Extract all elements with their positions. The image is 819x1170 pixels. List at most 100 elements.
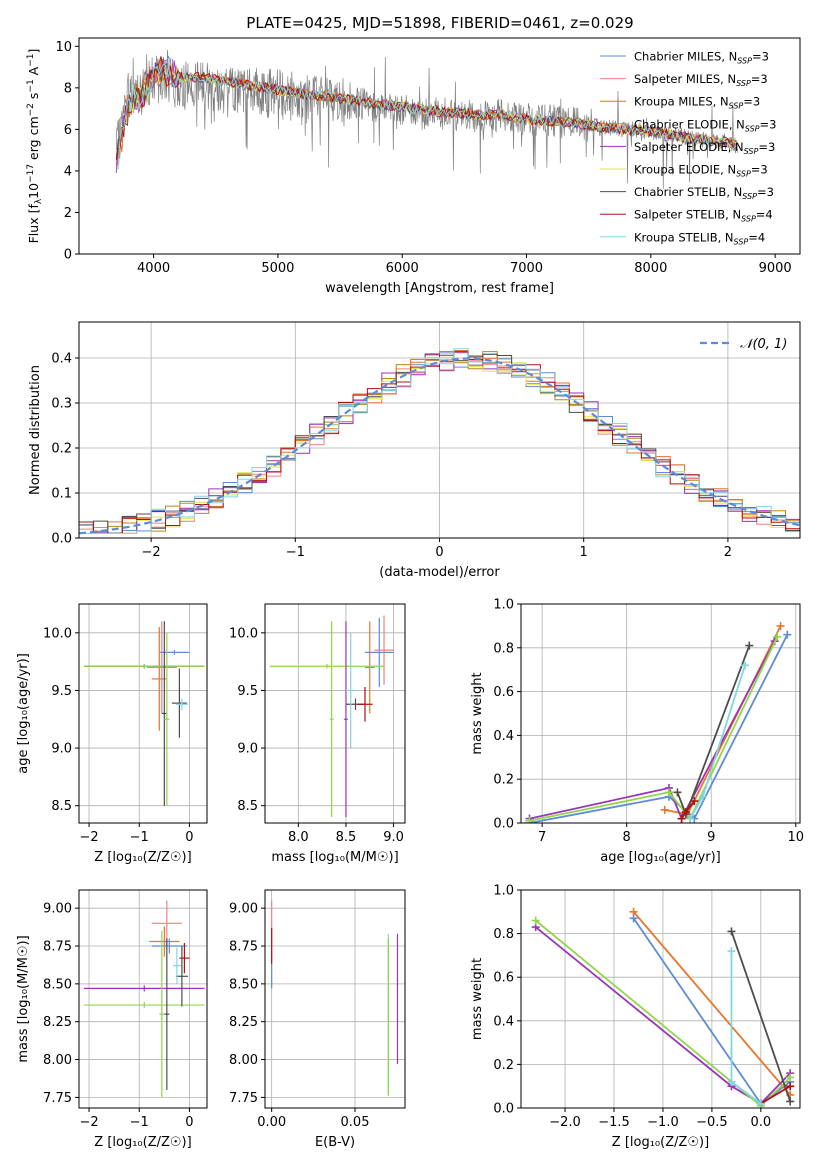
spectrum-frame: [78, 37, 801, 255]
weight-point-marker: [698, 792, 707, 801]
weight-point-marker: [525, 816, 534, 823]
errorbar-point: [84, 985, 205, 992]
y-tick-label: 0.0: [51, 532, 72, 547]
x-tick-label: 6000: [386, 261, 419, 276]
x-tick-label: 8: [623, 830, 631, 845]
spectrum-legend: Chabrier MILES, NSSP=3 Salpeter MILES, NS…: [600, 50, 776, 246]
weight-series-line: [664, 625, 782, 816]
weight-point-marker: [786, 1097, 795, 1106]
weight-point-marker: [664, 788, 673, 797]
weight-point-marker: [629, 907, 638, 916]
weight-point-marker: [686, 814, 695, 823]
y-tick-label: 0: [64, 248, 72, 263]
histogram-step-line: [79, 348, 800, 534]
weight_vs_Z-data: [531, 907, 795, 1108]
y-tick-label: 0.8: [493, 641, 514, 656]
errorbar-point: [374, 615, 394, 685]
y-tick-label: 10: [55, 40, 72, 55]
weight_vs_Z-ylabel: mass weight: [470, 958, 485, 1040]
weight_vs_Z-frame: [520, 889, 801, 1109]
weight_vs_age-data: [525, 621, 792, 823]
x-tick-label: 5000: [261, 261, 294, 276]
figure-title: PLATE=0425, MJD=51898, FIBERID=0461, z=0…: [246, 14, 633, 32]
x-tick-label: −1: [286, 545, 305, 560]
legend-label: Chabrier MILES, NSSP=3: [634, 50, 769, 66]
legend-label: Kroupa MILES, NSSP=3: [634, 95, 760, 111]
weight-point-marker: [677, 814, 686, 823]
weight-series-line: [529, 640, 776, 821]
mass_vs_EBV-panel: 0.00 0.05 7.75 8.00 8.25 8.50 8.75 9.00 E(B-V): [229, 889, 406, 1150]
y-tick-label: 9.00: [229, 902, 258, 917]
y-tick-label: 8.75: [229, 940, 258, 955]
x-tick-label: −1.0: [647, 1115, 679, 1130]
x-tick-label: 2: [724, 545, 732, 560]
y-tick-label: 8.00: [43, 1053, 72, 1068]
histogram-step-line: [79, 356, 800, 534]
x-tick-label: 9000: [759, 261, 792, 276]
weight_vs_Z-gridlines: [521, 889, 800, 1109]
legend-label: Salpeter MILES, NSSP=3: [634, 72, 768, 88]
residuals-data: [79, 348, 800, 535]
model-spectrum-line: [115, 56, 738, 161]
y-tick-label: 0.4: [51, 352, 72, 367]
errorbar-point: [357, 686, 373, 722]
legend-label: Kroupa STELIB, NSSP=4: [634, 230, 765, 246]
weight_vs_age-frame: [520, 603, 801, 824]
weight-point-marker: [741, 661, 750, 670]
mass_vs_Z-gridlines: [79, 890, 207, 1108]
legend-label: Chabrier STELIB, NSSP=3: [634, 185, 774, 201]
age_vs_mass-data: [269, 615, 394, 818]
x-tick-label: −2: [79, 1115, 98, 1130]
legend-label: Salpeter STELIB, NSSP=4: [634, 208, 773, 224]
mass_vs_Z-data: [84, 900, 205, 1098]
y-tick-label: 0.8: [493, 927, 514, 942]
y-tick-label: 1.0: [493, 598, 514, 613]
x-tick-label: 8000: [634, 261, 667, 276]
age_vs_Z-ylabel: age [log₁₀(age/yr)]: [16, 653, 31, 774]
age_vs_mass-panel: 8.0 8.5 9.0 8.5 9.0 9.5 10.0 mass [log₁₀(M/M☉)]: [229, 603, 406, 865]
spectrum-data: [115, 49, 739, 189]
mass_vs_Z-frame: [78, 889, 208, 1109]
y-tick-label: 0.1: [51, 487, 72, 502]
mass_vs_Z-panel: −2 −1 0 7.75 8.00 8.25 8.50 8.75 9.00 Z [log₁₀(Z/…: [16, 889, 208, 1150]
y-tick-label: 0.2: [493, 773, 514, 788]
x-tick-label: 0.05: [341, 1115, 370, 1130]
errorbar-point: [269, 663, 385, 669]
x-tick-label: 0: [185, 1115, 193, 1130]
legend-label: Chabrier ELODIE, NSSP=3: [634, 117, 776, 133]
x-tick-label: −1: [130, 830, 149, 845]
y-tick-label: 8.5: [51, 799, 72, 814]
age_vs_Z-xlabel: Z [log₁₀(Z/Z☉)]: [94, 850, 191, 865]
weight-point-marker: [783, 630, 792, 639]
panels: Chabrier MILES, NSSP=3 Salpeter MILES, NS…: [16, 37, 804, 1150]
age_vs_Z-data: [84, 621, 205, 806]
x-tick-label: −1: [130, 1115, 149, 1130]
weight-point-marker: [786, 1073, 795, 1082]
y-tick-label: 7.75: [229, 1091, 258, 1106]
weight-series-line: [689, 665, 746, 820]
y-tick-label: 6: [64, 123, 72, 138]
errorbar-point: [164, 938, 170, 1090]
legend-label: Salpeter ELODIE, NSSP=3: [634, 140, 775, 156]
x-tick-label: 10: [787, 830, 804, 845]
x-tick-label: 7000: [510, 261, 543, 276]
y-tick-label: 9.5: [51, 684, 72, 699]
age_vs_Z-gridlines: [79, 604, 207, 823]
errorbar-point: [365, 621, 375, 714]
errorbar-point: [175, 698, 188, 711]
x-tick-label: 0.0: [750, 1115, 771, 1130]
y-tick-label: 0.3: [51, 397, 72, 412]
y-tick-label: 10.0: [229, 626, 258, 641]
errorbar-point: [84, 663, 205, 669]
x-tick-label: −2: [142, 545, 161, 560]
gaussian-legend-label: 𝒩(0, 1): [740, 337, 787, 352]
y-tick-label: 8.50: [229, 977, 258, 992]
y-tick-label: 9.0: [51, 742, 72, 757]
y-tick-label: 7.75: [43, 1091, 72, 1106]
age_vs_Z-frame: [78, 603, 208, 824]
spectrum-panel: Chabrier MILES, NSSP=3 Salpeter MILES, NS…: [26, 37, 801, 296]
errorbar-point: [161, 621, 167, 806]
mass_vs_EBV-frame: [264, 889, 406, 1109]
weight-point-marker: [773, 632, 782, 641]
